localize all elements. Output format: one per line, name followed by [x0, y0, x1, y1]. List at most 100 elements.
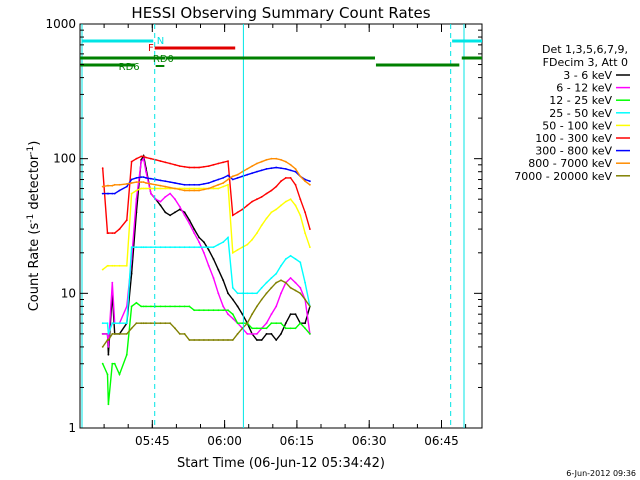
annotation-rd6: RD6	[119, 62, 140, 73]
data-point	[260, 169, 263, 172]
data-point	[164, 211, 167, 214]
legend-label-4: 50 - 100 keV	[542, 119, 612, 132]
data-point	[183, 305, 186, 308]
data-point	[188, 305, 191, 308]
data-point	[107, 192, 110, 195]
data-point	[212, 309, 215, 312]
data-point	[251, 292, 254, 295]
data-point	[130, 246, 133, 249]
data-point	[111, 333, 114, 335]
data-point	[159, 187, 162, 190]
data-point	[222, 279, 225, 282]
data-point	[289, 177, 292, 179]
data-point	[135, 157, 138, 160]
data-point	[183, 246, 186, 249]
data-point	[130, 160, 133, 163]
data-point	[150, 177, 152, 180]
data-point	[294, 168, 297, 170]
data-point	[246, 243, 249, 246]
data-point	[256, 198, 258, 201]
data-point	[142, 155, 145, 158]
data-point	[118, 333, 121, 335]
data-point	[164, 187, 167, 190]
data-point	[118, 322, 121, 325]
data-point	[270, 167, 273, 170]
data-point	[265, 281, 268, 284]
data-point	[294, 204, 297, 207]
data-point	[260, 286, 263, 289]
data-point	[203, 246, 205, 249]
data-point	[111, 362, 114, 365]
data-point	[256, 339, 258, 341]
data-point	[203, 165, 205, 168]
data-point	[174, 327, 176, 330]
legend-label-0: 3 - 6 keV	[563, 69, 612, 82]
data-point	[164, 196, 167, 198]
data-point	[251, 238, 254, 241]
data-point	[101, 346, 104, 348]
data-point	[251, 172, 254, 175]
data-point	[246, 204, 249, 207]
data-point	[135, 246, 138, 249]
data-point	[150, 187, 152, 190]
data-point	[231, 313, 234, 316]
data-point	[241, 313, 244, 316]
data-point	[193, 246, 196, 249]
data-point	[169, 162, 172, 165]
data-point	[193, 183, 196, 186]
data-point	[212, 339, 215, 341]
data-point	[222, 182, 225, 184]
data-point	[212, 258, 215, 260]
data-point	[270, 313, 273, 316]
data-point	[231, 286, 234, 289]
data-point	[289, 169, 292, 172]
data-point	[304, 327, 306, 330]
data-point	[231, 251, 234, 254]
data-point	[256, 162, 258, 165]
data-point	[159, 179, 162, 182]
data-point	[135, 189, 138, 192]
data-point	[164, 305, 167, 308]
data-point	[256, 305, 258, 308]
data-point	[130, 327, 133, 330]
data-point	[111, 322, 114, 325]
data-point	[304, 298, 306, 301]
data-point	[174, 211, 176, 214]
data-point	[113, 232, 116, 235]
data-point	[217, 309, 220, 312]
data-point	[270, 322, 273, 325]
series-line-3	[102, 235, 311, 335]
data-point	[130, 192, 133, 195]
data-point	[256, 327, 258, 330]
data-point	[101, 185, 104, 188]
data-point	[270, 286, 273, 289]
data-point	[280, 322, 282, 325]
data-point	[130, 305, 133, 308]
data-point	[135, 177, 138, 179]
data-point	[154, 305, 157, 308]
data-point	[164, 161, 167, 164]
data-point	[236, 333, 239, 335]
data-point	[113, 362, 116, 365]
data-point	[280, 333, 282, 335]
data-point	[294, 313, 297, 316]
series-line-4	[102, 183, 311, 271]
data-point	[130, 182, 133, 184]
data-point	[294, 258, 297, 260]
legend-header-line-2: FDecim 3, Att 0	[543, 56, 628, 69]
data-point	[207, 309, 210, 312]
data-point	[284, 281, 287, 284]
data-point	[265, 292, 268, 295]
data-point	[299, 286, 302, 289]
data-point	[107, 403, 110, 406]
data-point	[246, 292, 249, 295]
data-point	[150, 183, 152, 185]
data-point	[183, 214, 186, 217]
data-point	[101, 167, 104, 170]
data-point	[113, 264, 116, 267]
data-point	[241, 322, 244, 325]
data-point	[164, 246, 167, 249]
data-point	[236, 322, 239, 325]
data-point	[236, 305, 239, 308]
data-point	[169, 214, 172, 217]
